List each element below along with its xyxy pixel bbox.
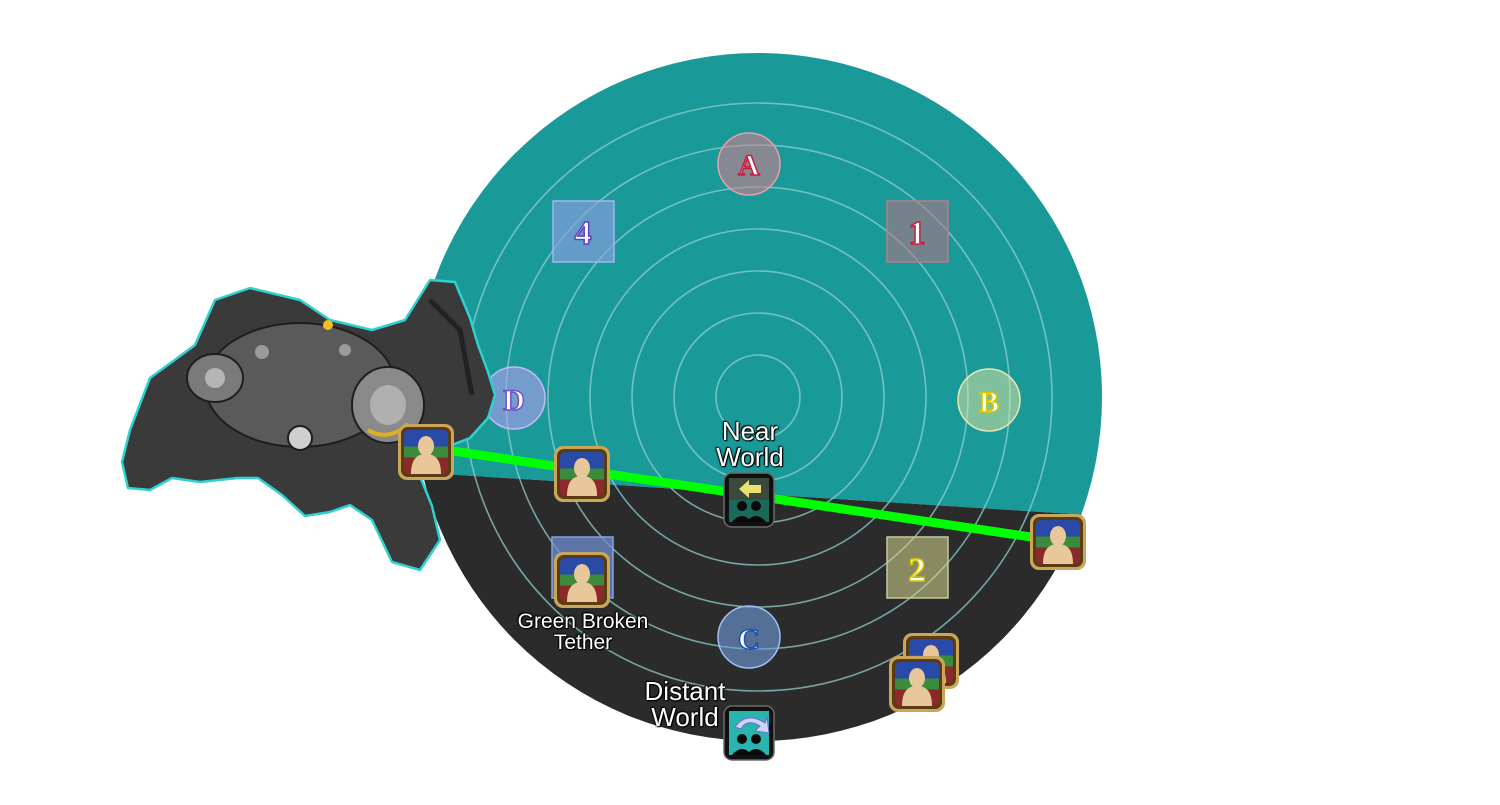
waymark-c: C: [717, 605, 781, 669]
arena-ring: [715, 354, 801, 440]
waymark-b: B: [957, 368, 1021, 432]
svg-text:B: B: [979, 386, 999, 419]
distant-world-label: Distant World: [644, 676, 726, 732]
green-broken-tether-label: Green Broken Tether: [517, 610, 649, 654]
distant-world-debuff-icon: [723, 705, 775, 761]
player-icon-broken-tether: [554, 552, 610, 608]
near-world-label: Near World: [716, 416, 784, 472]
player-icon-west: [398, 424, 454, 480]
svg-text:4: 4: [575, 215, 592, 252]
svg-text:1: 1: [909, 215, 926, 252]
waymark-1: 1: [886, 200, 949, 263]
waymark-a: A: [717, 132, 781, 196]
waymark-4: 4: [552, 200, 615, 263]
arena-ring: [589, 228, 927, 566]
player-icon-east: [1030, 514, 1086, 570]
svg-text:C: C: [738, 623, 760, 656]
player-icon-near: [554, 446, 610, 502]
player-icon-stack-front: [889, 656, 945, 712]
near-world-debuff-icon: [723, 472, 775, 528]
svg-text:2: 2: [909, 552, 926, 589]
waymark-2: 2: [886, 536, 949, 599]
svg-text:D: D: [503, 384, 525, 417]
svg-text:A: A: [738, 149, 760, 182]
waymark-d: D: [482, 366, 546, 430]
boss-mech-icon: [120, 278, 497, 572]
